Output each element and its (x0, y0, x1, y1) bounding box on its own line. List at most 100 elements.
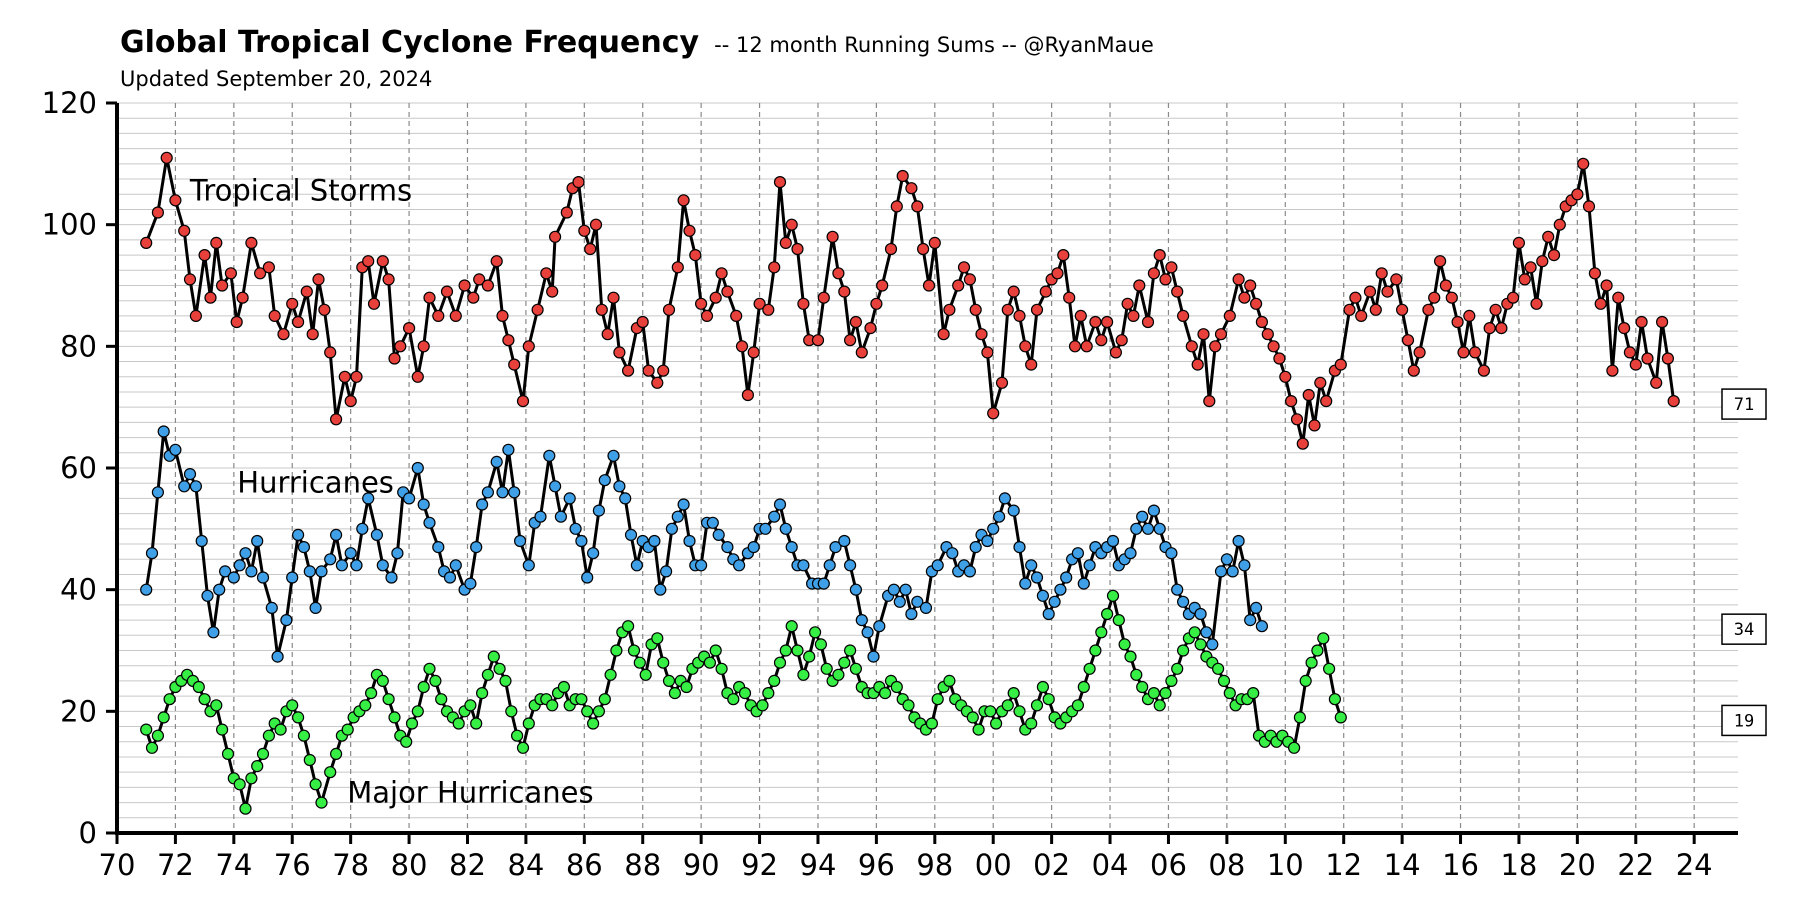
data-point (367, 297, 381, 310)
data-point (1106, 589, 1120, 602)
end-value-box (1721, 388, 1767, 420)
data-point (370, 528, 383, 542)
data-point (467, 291, 480, 304)
data-point (1524, 261, 1537, 274)
data-point (1007, 686, 1020, 700)
data-point (1617, 322, 1631, 335)
data-point (476, 686, 489, 700)
data-point (721, 540, 734, 554)
data-point (1159, 686, 1172, 700)
data-point (905, 607, 918, 621)
data-point (1255, 315, 1269, 329)
data-point (1121, 297, 1134, 310)
x-tick-label: 78 (332, 848, 369, 882)
data-point (362, 492, 375, 505)
data-point (843, 559, 857, 572)
chart-subtitle: -- 12 month Running Sums -- @RyanMaue (714, 33, 1154, 57)
data-point (639, 668, 652, 681)
data-point (224, 267, 237, 280)
data-point (876, 279, 889, 292)
data-point (496, 309, 509, 322)
data-point (499, 674, 512, 688)
data-point (604, 668, 617, 681)
data-point (753, 297, 766, 310)
data-point (680, 680, 693, 694)
svg-text:Global Tropical Cyclone Freque: Global Tropical Cyclone Frequency -- 12 … (120, 25, 1154, 60)
data-point (1483, 322, 1496, 335)
data-point (1063, 291, 1076, 304)
data-point (1171, 583, 1184, 596)
data-point (887, 583, 901, 596)
data-point (1171, 285, 1184, 298)
data-point (957, 261, 971, 274)
data-point (1334, 358, 1347, 371)
data-point (1238, 291, 1251, 304)
data-point (388, 711, 401, 724)
data-point (890, 200, 903, 213)
data-point (513, 534, 527, 548)
data-point (899, 583, 912, 596)
data-point (1518, 273, 1531, 286)
series-major-hurricanes (140, 589, 1347, 815)
data-point (721, 285, 734, 298)
data-point (245, 772, 258, 785)
updated-note: Updated September 20, 2024 (120, 67, 432, 91)
data-point (905, 182, 918, 195)
data-point (586, 717, 600, 730)
data-point (341, 723, 354, 736)
labels-layer: Tropical Storms 71 Hurricanes 34 Major Hurri… (189, 173, 1767, 810)
data-point (668, 686, 682, 700)
data-point (1019, 577, 1032, 590)
data-point (1395, 303, 1409, 316)
data-point (1071, 547, 1085, 560)
data-point (873, 620, 886, 633)
data-point (694, 297, 708, 310)
series-hurricanes (140, 425, 1269, 663)
data-point (931, 559, 944, 572)
data-point (1100, 315, 1114, 329)
data-point (546, 285, 559, 298)
data-point (505, 705, 518, 718)
data-point (817, 291, 830, 304)
data-point (981, 534, 994, 548)
data-point (236, 291, 249, 304)
data-point (1255, 620, 1269, 633)
data-point (1109, 346, 1123, 359)
data-point (151, 206, 164, 219)
data-point (1165, 261, 1178, 274)
data-point (145, 547, 159, 560)
x-tick-label: 84 (507, 848, 544, 882)
data-point (987, 407, 1000, 420)
data-point (508, 486, 521, 499)
data-point (730, 309, 743, 322)
data-point (703, 656, 717, 669)
data-point (741, 388, 755, 402)
x-tick-label: 24 (1676, 848, 1713, 882)
data-point (464, 577, 477, 590)
x-tick-label: 92 (741, 848, 778, 882)
data-point (221, 747, 235, 761)
data-point (1165, 547, 1178, 560)
data-point (1655, 315, 1669, 329)
data-point (797, 668, 810, 681)
data-point (1001, 303, 1014, 316)
data-point (157, 711, 170, 724)
data-point (254, 267, 267, 280)
data-point (432, 540, 445, 554)
data-point (534, 510, 547, 523)
data-point (642, 364, 655, 377)
data-point (756, 699, 769, 712)
data-point (952, 279, 965, 292)
data-point (1077, 680, 1090, 694)
data-point (671, 261, 684, 274)
data-point (1571, 188, 1584, 201)
data-point (890, 680, 903, 694)
data-point (826, 230, 839, 243)
data-point (440, 285, 454, 298)
data-point (683, 534, 696, 548)
data-point (140, 723, 153, 736)
data-point (1001, 699, 1014, 712)
data-point (814, 638, 828, 651)
data-point (1290, 413, 1304, 426)
data-point (388, 352, 401, 365)
